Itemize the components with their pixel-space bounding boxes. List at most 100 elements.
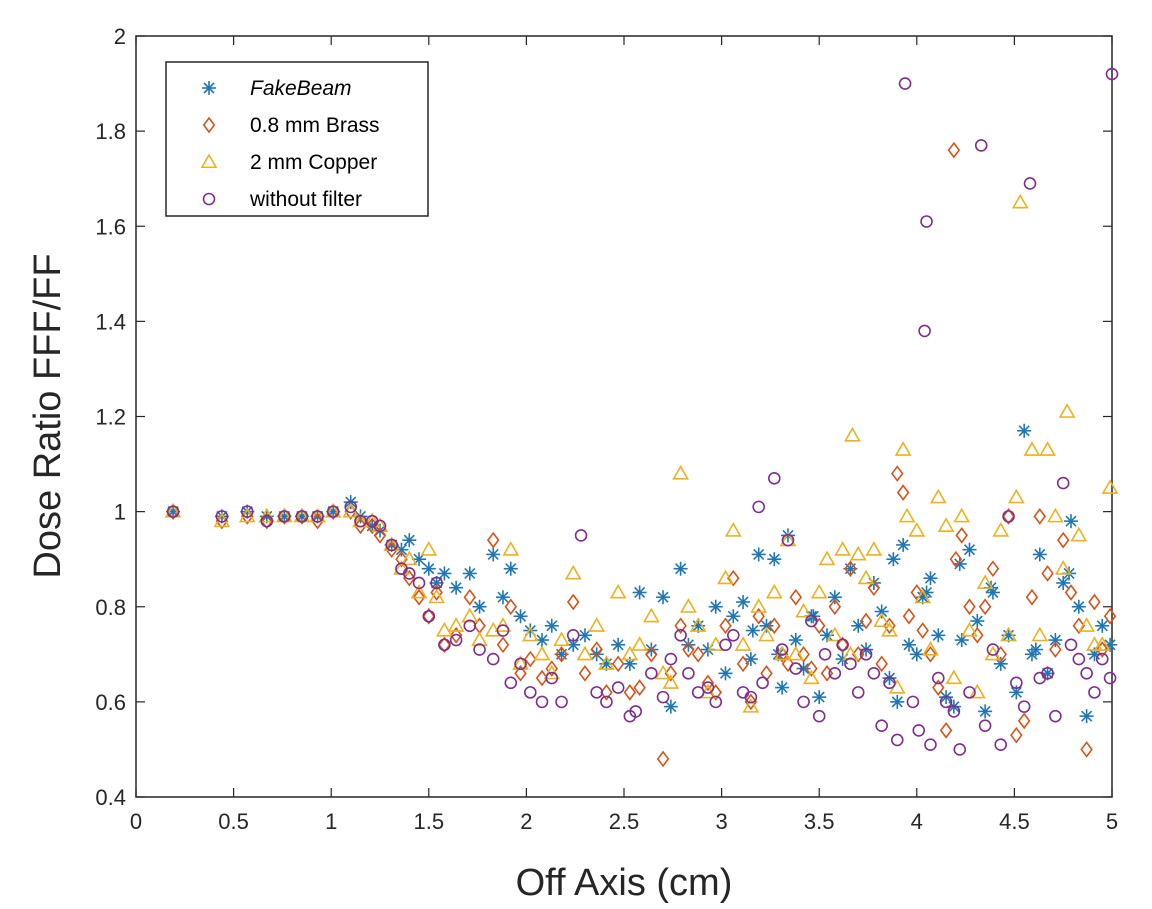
data-point-circle xyxy=(867,667,881,680)
data-point-triangle xyxy=(680,598,697,613)
data-point-circle xyxy=(924,738,937,751)
data-point-diamond xyxy=(260,512,274,530)
data-point-star xyxy=(1028,642,1043,657)
data-points xyxy=(164,67,1119,768)
data-point-triangle xyxy=(929,488,947,504)
x-tick-label: 4.5 xyxy=(999,809,1030,834)
data-point-circle xyxy=(524,686,537,699)
data-point-triangle xyxy=(842,645,859,661)
data-point-diamond xyxy=(600,684,613,701)
legend-label: 0.8 mm Brass xyxy=(250,114,380,137)
data-point-circle xyxy=(912,724,926,737)
data-point-triangle xyxy=(662,674,680,689)
data-point-circle xyxy=(727,628,740,642)
data-point-circle xyxy=(789,662,803,675)
data-point-circle xyxy=(805,614,818,628)
data-point-triangle xyxy=(1058,403,1076,418)
data-point-star xyxy=(1048,633,1063,648)
data-point-triangle xyxy=(826,626,844,642)
data-point-circle xyxy=(898,77,912,90)
data-point-triangle xyxy=(968,683,986,699)
data-point-circle xyxy=(818,648,832,661)
data-point-diamond xyxy=(545,660,559,677)
data-point-star xyxy=(736,594,751,609)
data-point-circle xyxy=(1010,676,1023,690)
legend-label: without filter xyxy=(249,188,362,211)
data-point-triangle xyxy=(857,569,875,585)
data-point-diamond xyxy=(875,655,888,673)
data-point-diamond xyxy=(924,645,937,663)
legend: FakeBeam 0.8 mm Brass 2 mm Copper without f… xyxy=(165,61,429,217)
data-point-triangle xyxy=(937,517,955,532)
data-point-star xyxy=(909,647,924,662)
data-point-diamond xyxy=(311,512,324,530)
data-point-circle xyxy=(566,628,580,642)
data-point-circle xyxy=(385,538,399,552)
data-point-star xyxy=(890,694,905,709)
data-point-triangle xyxy=(609,583,627,599)
data-point-triangle xyxy=(400,550,418,566)
data-point-triangle xyxy=(734,636,752,651)
data-point-circle xyxy=(719,638,732,652)
data-point-triangle xyxy=(428,588,445,604)
data-point-triangle xyxy=(1093,636,1111,651)
data-point-star xyxy=(462,566,477,581)
y-axis-ticks: 0.4 0.6 0.8 1 1.2 1.4 1.6 1.8 2 xyxy=(95,24,1112,810)
data-point-triangle xyxy=(961,621,978,637)
data-point-diamond xyxy=(403,569,416,587)
data-point-triangle xyxy=(521,626,539,642)
data-point-star xyxy=(962,542,977,557)
y-tick-label: 1.6 xyxy=(95,214,126,239)
data-point-triangle xyxy=(787,645,805,661)
x-tick-label: 0 xyxy=(130,809,142,834)
data-point-triangle xyxy=(818,550,836,566)
data-point-circle xyxy=(574,529,588,542)
y-tick-label: 1 xyxy=(114,500,126,525)
data-point-star xyxy=(1064,514,1079,529)
data-point-circle xyxy=(953,743,967,756)
data-point-triangle xyxy=(654,664,672,680)
data-point-circle xyxy=(1105,67,1119,81)
x-tick-label: 2 xyxy=(520,809,532,834)
legend-marker-star xyxy=(202,81,216,95)
data-point-star xyxy=(896,537,911,552)
data-point-diamond xyxy=(805,660,818,677)
data-point-diamond xyxy=(395,550,408,568)
data-point-triangle xyxy=(1070,526,1088,542)
data-point-star xyxy=(775,680,790,695)
data-point-diamond xyxy=(701,674,715,692)
data-point-star xyxy=(449,580,464,595)
data-point-circle xyxy=(166,505,180,518)
data-point-triangle xyxy=(564,564,582,580)
data-point-star xyxy=(486,547,501,562)
data-point-triangle xyxy=(533,645,551,661)
data-point-triangle xyxy=(894,441,912,456)
data-point-triangle xyxy=(576,645,594,661)
data-point-star xyxy=(632,585,647,600)
x-tick-label: 2.5 xyxy=(609,809,640,834)
data-point-triangle xyxy=(945,669,963,685)
data-point-diamond xyxy=(896,484,910,501)
data-point-circle xyxy=(422,609,436,623)
data-point-triangle xyxy=(803,669,820,685)
data-point-star xyxy=(745,623,760,638)
data-point-diamond xyxy=(438,636,451,654)
data-point-triangle xyxy=(707,636,725,651)
data-point-star xyxy=(577,628,592,643)
x-tick-label: 1 xyxy=(325,809,337,834)
data-point-diamond xyxy=(939,722,953,739)
data-point-diamond xyxy=(797,645,810,663)
data-point-triangle xyxy=(436,621,453,637)
x-tick-label: 3 xyxy=(715,809,727,834)
data-point-diamond xyxy=(844,560,857,578)
data-point-diamond xyxy=(578,665,592,682)
data-point-diamond xyxy=(430,584,443,601)
data-point-diamond xyxy=(902,607,916,625)
data-point-diamond xyxy=(744,693,758,711)
data-point-circle xyxy=(611,681,625,694)
data-point-circle xyxy=(691,686,705,699)
y-tick-label: 0.8 xyxy=(95,595,126,620)
data-point-circle xyxy=(920,215,933,228)
data-point-triangle xyxy=(873,612,891,628)
